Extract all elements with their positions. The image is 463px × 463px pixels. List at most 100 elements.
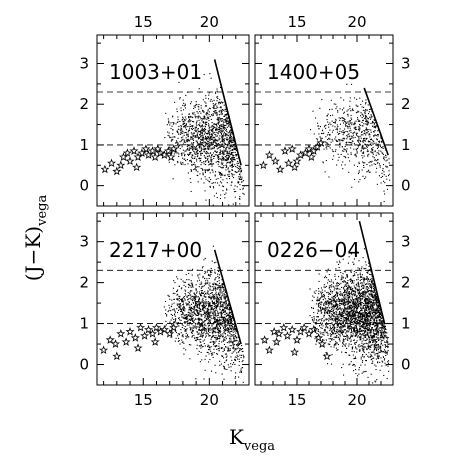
galaxy-point <box>350 142 352 144</box>
galaxy-point <box>370 318 372 320</box>
galaxy-point <box>207 136 209 138</box>
galaxy-point <box>205 299 207 301</box>
galaxy-point <box>196 136 198 138</box>
star-marker <box>107 158 117 168</box>
galaxy-point <box>233 328 235 330</box>
galaxy-point <box>208 137 210 139</box>
galaxy-point <box>219 158 221 160</box>
galaxy-point <box>215 92 217 94</box>
galaxy-point <box>241 345 243 347</box>
galaxy-point <box>370 320 372 322</box>
galaxy-point <box>242 354 244 356</box>
galaxy-point <box>343 119 345 121</box>
galaxy-point <box>231 318 233 320</box>
galaxy-point <box>366 300 368 302</box>
galaxy-point <box>222 174 224 176</box>
galaxy-point <box>366 291 368 293</box>
galaxy-point <box>226 182 228 184</box>
galaxy-point <box>183 322 185 324</box>
galaxy-point <box>201 267 203 269</box>
galaxy-point <box>316 320 318 322</box>
galaxy-point <box>354 121 356 123</box>
galaxy-point <box>333 103 335 105</box>
galaxy-point <box>186 149 188 151</box>
galaxy-point <box>376 160 378 162</box>
galaxy-point <box>190 318 192 320</box>
galaxy-point <box>230 137 232 139</box>
galaxy-point <box>201 322 203 324</box>
galaxy-point <box>213 163 215 165</box>
galaxy-point <box>169 307 171 309</box>
galaxy-point <box>207 325 209 327</box>
galaxy-point <box>229 155 231 157</box>
galaxy-point <box>385 156 387 158</box>
galaxy-point <box>232 363 234 365</box>
galaxy-point <box>216 297 218 299</box>
galaxy-point <box>217 135 219 137</box>
galaxy-point <box>361 125 363 127</box>
galaxy-point <box>217 300 219 302</box>
galaxy-point <box>243 193 245 195</box>
galaxy-point <box>384 341 386 343</box>
galaxy-point <box>206 118 208 120</box>
galaxy-point <box>333 346 335 348</box>
galaxy-point <box>235 336 237 338</box>
galaxy-point <box>211 133 213 135</box>
galaxy-point <box>215 289 217 291</box>
galaxy-point <box>199 91 201 93</box>
galaxy-point <box>180 310 182 312</box>
galaxy-point <box>233 346 235 348</box>
galaxy-point <box>379 369 381 371</box>
galaxy-point <box>226 147 228 149</box>
galaxy-point <box>348 316 350 318</box>
galaxy-point <box>235 155 237 157</box>
galaxy-point <box>200 159 202 161</box>
galaxy-point <box>217 314 219 316</box>
galaxy-point <box>369 341 371 343</box>
galaxy-point <box>344 138 346 140</box>
galaxy-point <box>193 308 195 310</box>
galaxy-point <box>377 162 379 164</box>
galaxy-point <box>235 339 237 341</box>
galaxy-point <box>199 141 201 143</box>
galaxy-point <box>241 348 243 350</box>
galaxy-point <box>221 130 223 132</box>
galaxy-point <box>220 124 222 126</box>
galaxy-point <box>331 149 333 151</box>
galaxy-point <box>207 135 209 137</box>
galaxy-point <box>360 141 362 143</box>
galaxy-point <box>216 331 218 333</box>
galaxy-point <box>220 128 222 130</box>
galaxy-point <box>180 288 182 290</box>
galaxy-point <box>177 324 179 326</box>
galaxy-point <box>372 351 374 353</box>
galaxy-point <box>229 136 231 138</box>
galaxy-point <box>222 126 224 128</box>
galaxy-point <box>227 327 229 329</box>
galaxy-point <box>226 152 228 154</box>
galaxy-point <box>190 160 192 162</box>
galaxy-point <box>376 183 378 185</box>
galaxy-point <box>322 161 324 163</box>
galaxy-point <box>190 327 192 329</box>
galaxy-point <box>227 334 229 336</box>
galaxy-point <box>197 115 199 117</box>
galaxy-point <box>170 319 172 321</box>
galaxy-point <box>218 338 220 340</box>
galaxy-point <box>341 164 343 166</box>
galaxy-point <box>345 157 347 159</box>
galaxy-point <box>217 140 219 142</box>
galaxy-point <box>182 123 184 125</box>
galaxy-point <box>234 359 236 361</box>
galaxy-point <box>219 316 221 318</box>
galaxy-point <box>224 193 226 195</box>
galaxy-point <box>212 182 214 184</box>
galaxy-point <box>383 180 385 182</box>
galaxy-point <box>234 151 236 153</box>
galaxy-point <box>230 327 232 329</box>
galaxy-point <box>172 122 174 124</box>
galaxy-point <box>379 166 381 168</box>
galaxy-point <box>198 303 200 305</box>
galaxy-point <box>165 112 167 114</box>
galaxy-point <box>346 121 348 123</box>
